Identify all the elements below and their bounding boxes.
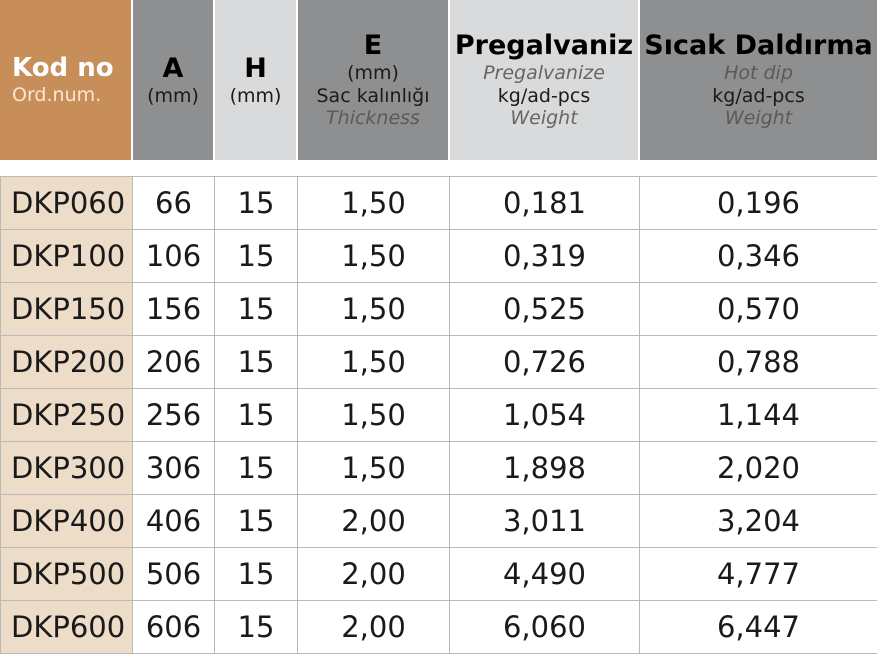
cell-e: 1,50	[297, 176, 450, 230]
cell-e: 1,50	[297, 388, 450, 442]
cell-kod: DKP100	[0, 229, 133, 283]
cell-a: 66	[132, 176, 215, 230]
cell-a: 156	[132, 282, 215, 336]
cell-pregalvaniz: 0,726	[449, 335, 640, 389]
header-e-tr: Sac kalınlığı	[316, 84, 430, 107]
cell-kod: DKP150	[0, 282, 133, 336]
cell-sicak: 3,204	[639, 494, 877, 548]
cell-h: 15	[214, 494, 298, 548]
cell-a: 606	[132, 600, 215, 654]
cell-kod: DKP400	[0, 494, 133, 548]
cell-sicak: 0,346	[639, 229, 877, 283]
header-pregalvaniz-unit: kg/ad-pcs	[497, 84, 591, 107]
header-pregalvaniz: Pregalvaniz Pregalvanize kg/ad-pcs Weigh…	[448, 0, 639, 160]
header-h-title: H	[244, 52, 267, 84]
cell-sicak: 6,447	[639, 600, 877, 654]
table-row: DKP060 66 15 1,50 0,181 0,196	[0, 176, 877, 230]
header-sicak-unit: kg/ad-pcs	[712, 84, 805, 107]
table-row: DKP250 256 15 1,50 1,054 1,144	[0, 388, 877, 442]
header-pregalvaniz-weight: Weight	[510, 107, 578, 130]
header-sicak: Sıcak Daldırma Hot dip kg/ad-pcs Weight	[638, 0, 877, 160]
cell-a: 506	[132, 547, 215, 601]
header-a-title: A	[162, 52, 184, 84]
table-row: DKP150 156 15 1,50 0,525 0,570	[0, 282, 877, 336]
cell-h: 15	[214, 229, 298, 283]
cell-e: 1,50	[297, 441, 450, 495]
cell-kod: DKP300	[0, 441, 133, 495]
cell-a: 306	[132, 441, 215, 495]
cell-e: 1,50	[297, 335, 450, 389]
header-sicak-weight: Weight	[724, 107, 793, 130]
cell-sicak: 4,777	[639, 547, 877, 601]
cell-sicak: 0,570	[639, 282, 877, 336]
cell-e: 2,00	[297, 600, 450, 654]
cell-e: 1,50	[297, 282, 450, 336]
cell-sicak: 0,788	[639, 335, 877, 389]
cell-h: 15	[214, 600, 298, 654]
header-a: A (mm)	[131, 0, 214, 160]
cell-a: 256	[132, 388, 215, 442]
header-pregalvaniz-en: Pregalvanize	[483, 62, 605, 85]
cell-e: 2,00	[297, 494, 450, 548]
table-body: DKP060 66 15 1,50 0,181 0,196 DKP100 106 15 1,50 0…	[0, 176, 877, 654]
cell-e: 2,00	[297, 547, 450, 601]
cell-e: 1,50	[297, 229, 450, 283]
cell-h: 15	[214, 547, 298, 601]
cell-h: 15	[214, 176, 298, 230]
table-row: DKP600 606 15 2,00 6,060 6,447	[0, 600, 877, 654]
header-kod-sub: Ord.num.	[12, 84, 102, 107]
cell-sicak: 1,144	[639, 388, 877, 442]
cell-a: 206	[132, 335, 215, 389]
cell-h: 15	[214, 388, 298, 442]
header-h-unit: (mm)	[229, 84, 282, 107]
table-row: DKP400 406 15 2,00 3,011 3,204	[0, 494, 877, 548]
cell-a: 106	[132, 229, 215, 283]
cell-h: 15	[214, 441, 298, 495]
cell-kod: DKP500	[0, 547, 133, 601]
cell-h: 15	[214, 335, 298, 389]
header-e-title: E	[363, 30, 383, 62]
table-row: DKP300 306 15 1,50 1,898 2,020	[0, 441, 877, 495]
cell-sicak: 0,196	[639, 176, 877, 230]
table-header: Kod no Ord.num. A (mm) H (mm) E (mm) Sac…	[0, 0, 877, 160]
cell-pregalvaniz: 0,181	[449, 176, 640, 230]
header-e: E (mm) Sac kalınlığı Thickness	[296, 0, 449, 160]
cell-kod: DKP250	[0, 388, 133, 442]
header-pregalvaniz-title: Pregalvaniz	[454, 30, 634, 62]
cell-pregalvaniz: 4,490	[449, 547, 640, 601]
header-kod: Kod no Ord.num.	[0, 0, 132, 160]
header-sicak-title: Sıcak Daldırma	[644, 30, 873, 62]
header-sicak-en: Hot dip	[724, 62, 793, 85]
table-row: DKP500 506 15 2,00 4,490 4,777	[0, 547, 877, 601]
cell-pregalvaniz: 0,319	[449, 229, 640, 283]
header-a-unit: (mm)	[147, 84, 199, 107]
table-row: DKP100 106 15 1,50 0,319 0,346	[0, 229, 877, 283]
cell-h: 15	[214, 282, 298, 336]
cell-sicak: 2,020	[639, 441, 877, 495]
cell-pregalvaniz: 1,898	[449, 441, 640, 495]
header-h: H (mm)	[213, 0, 297, 160]
header-kod-title: Kod no	[12, 53, 114, 84]
table-row: DKP200 206 15 1,50 0,726 0,788	[0, 335, 877, 389]
cell-kod: DKP060	[0, 176, 133, 230]
cell-a: 406	[132, 494, 215, 548]
cell-pregalvaniz: 3,011	[449, 494, 640, 548]
cell-kod: DKP200	[0, 335, 133, 389]
cell-kod: DKP600	[0, 600, 133, 654]
header-e-en: Thickness	[326, 107, 420, 130]
cell-pregalvaniz: 6,060	[449, 600, 640, 654]
cell-pregalvaniz: 1,054	[449, 388, 640, 442]
cell-pregalvaniz: 0,525	[449, 282, 640, 336]
header-e-unit: (mm)	[347, 62, 399, 85]
